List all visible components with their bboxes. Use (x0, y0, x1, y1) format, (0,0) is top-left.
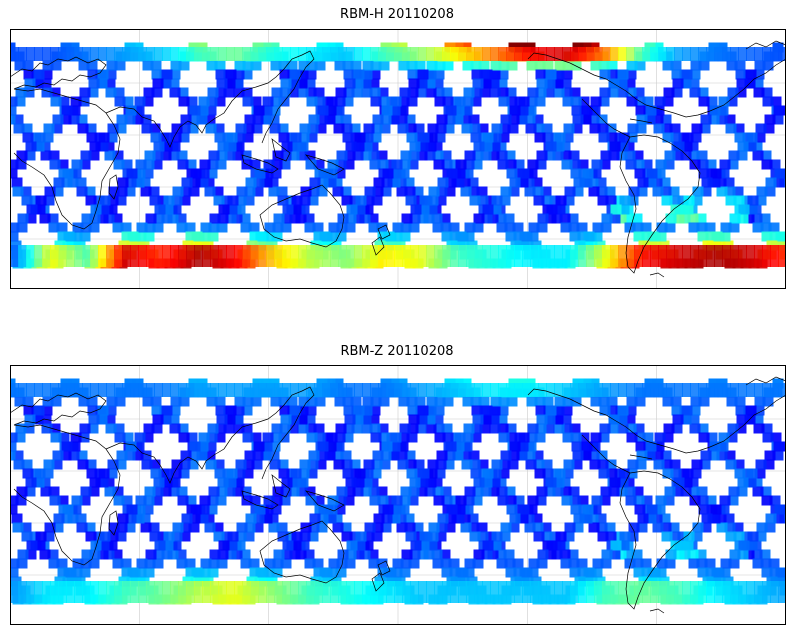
map-frame (10, 29, 786, 289)
map-title-top: RBM-H 20110208 (340, 7, 454, 22)
coverage-bands (10, 383, 786, 603)
coverage-bands (10, 47, 786, 267)
map-frame (10, 365, 786, 625)
coastlines (10, 376, 786, 614)
map-title-bottom: RBM-Z 20110208 (340, 344, 454, 359)
coastlines (10, 40, 786, 278)
map-top (10, 29, 786, 289)
map-bottom (10, 365, 786, 625)
